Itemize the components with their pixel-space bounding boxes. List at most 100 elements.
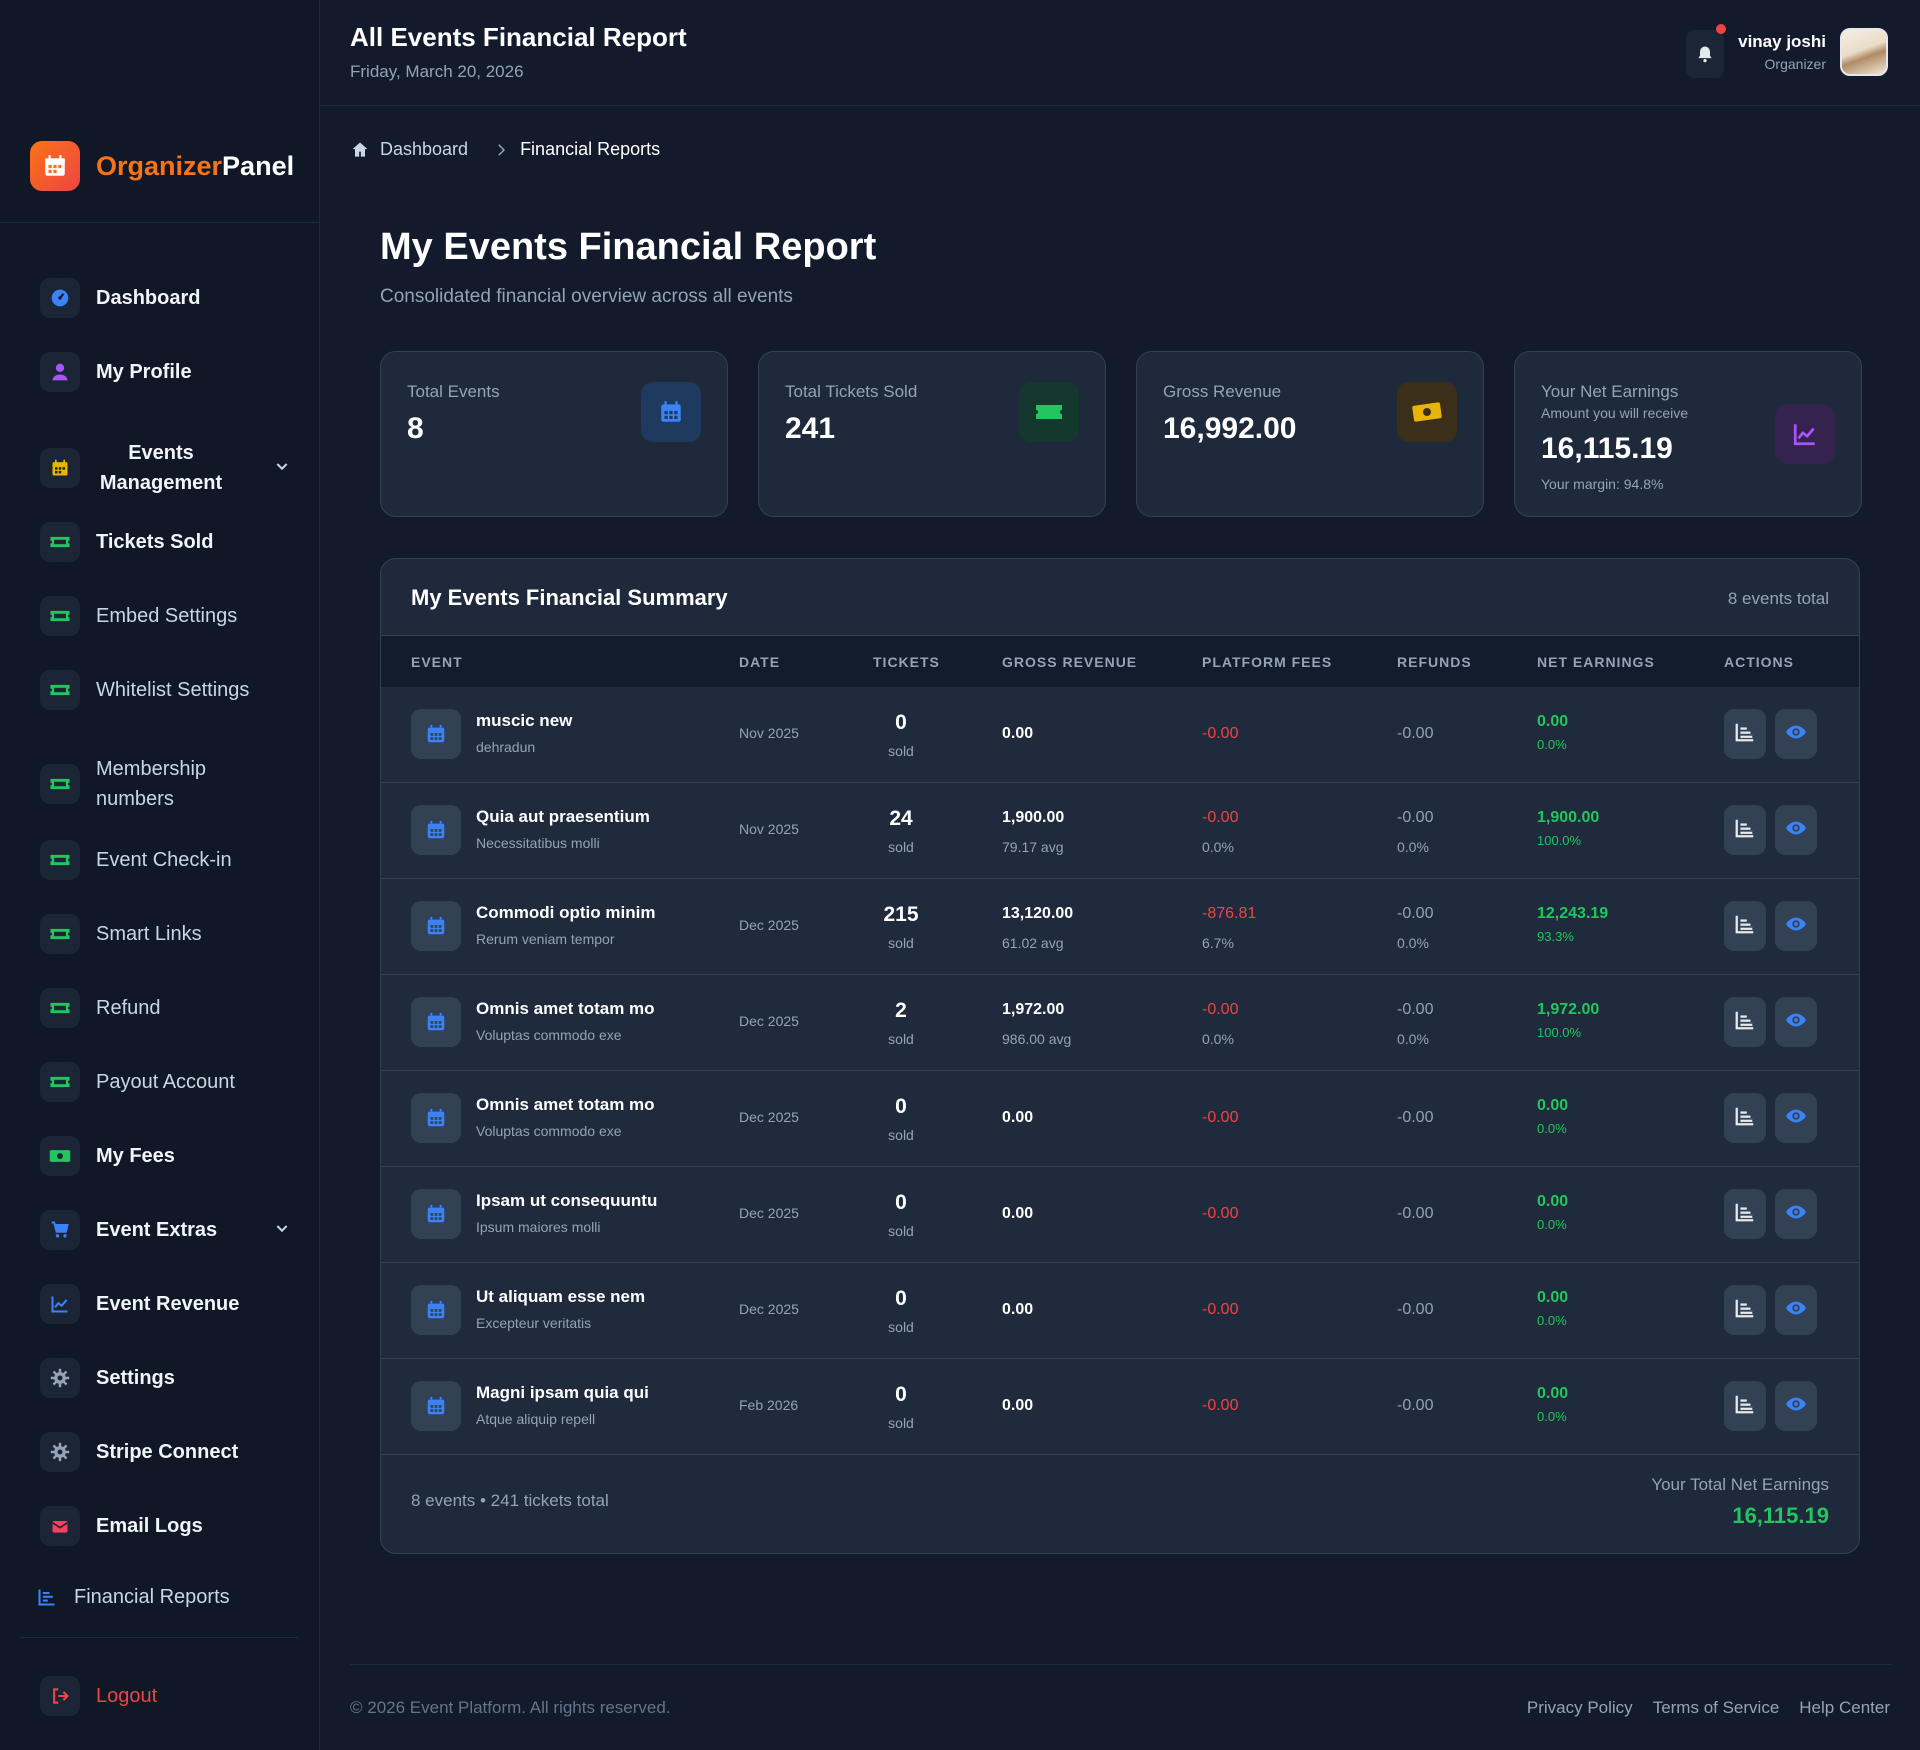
footer-links: Privacy Policy Terms of Service Help Cen…	[1527, 1698, 1890, 1718]
calendar-icon	[411, 709, 461, 759]
platform-fees: -0.00	[1202, 809, 1239, 826]
brand-logo[interactable]: OrganizerPanel	[30, 141, 294, 191]
sidebar-item-my-fees[interactable]: My Fees	[40, 1136, 290, 1176]
view-report-button[interactable]	[1724, 805, 1766, 855]
ticket-icon	[40, 914, 80, 954]
event-name[interactable]: Magni ipsam quia qui	[476, 1383, 649, 1402]
net-earnings: 0.00	[1537, 1193, 1569, 1210]
event-date: Nov 2025	[739, 821, 799, 837]
net-earnings-percent: 0.0%	[1537, 737, 1567, 752]
sidebar-item-label: Events Management	[99, 442, 223, 494]
tickets-count: 2	[895, 999, 907, 1022]
view-details-button[interactable]	[1775, 805, 1817, 855]
divider	[20, 1637, 298, 1638]
view-details-button[interactable]	[1775, 1285, 1817, 1335]
view-details-button[interactable]	[1775, 901, 1817, 951]
ticket-icon	[40, 1062, 80, 1102]
sidebar-item-tickets-sold[interactable]: Tickets Sold	[40, 522, 290, 562]
bar-chart-icon	[1734, 721, 1756, 748]
eye-icon	[1784, 1393, 1808, 1420]
stat-label: Gross Revenue	[1163, 382, 1282, 401]
sidebar-item-payout-account[interactable]: Payout Account	[40, 1062, 290, 1102]
view-details-button[interactable]	[1775, 1189, 1817, 1239]
user-name[interactable]: vinay joshi	[1738, 32, 1826, 51]
chevron-down-icon[interactable]	[274, 458, 290, 479]
column-header: TICKETS	[873, 654, 940, 670]
view-report-button[interactable]	[1724, 901, 1766, 951]
sidebar-item-event-revenue[interactable]: Event Revenue	[40, 1284, 290, 1324]
breadcrumb-home[interactable]: Dashboard	[350, 139, 468, 160]
tickets-sold-label: sold	[888, 839, 914, 855]
top-header: All Events Financial Report Friday, Marc…	[320, 0, 1920, 106]
event-location: Voluptas commodo exe	[476, 1027, 622, 1043]
eye-icon	[1784, 721, 1808, 748]
sidebar-item-email-logs[interactable]: Email Logs	[40, 1506, 290, 1546]
gear-icon	[40, 1358, 80, 1398]
sidebar-item-event-check-in[interactable]: Event Check-in	[40, 840, 290, 880]
chart-line-icon	[1775, 404, 1835, 464]
stat-card-net-earnings: Your Net Earnings Amount you will receiv…	[1514, 351, 1862, 517]
column-header: PLATFORM FEES	[1202, 654, 1333, 670]
view-details-button[interactable]	[1775, 709, 1817, 759]
view-report-button[interactable]	[1724, 1285, 1766, 1335]
sidebar-item-stripe-connect[interactable]: Stripe Connect	[40, 1432, 290, 1472]
average-price: 986.00 avg	[1002, 1031, 1072, 1047]
envelope-icon	[40, 1506, 80, 1546]
event-name[interactable]: Omnis amet totam mo	[476, 999, 655, 1018]
eye-icon	[1784, 1201, 1808, 1228]
sidebar-item-label: Stripe Connect	[96, 1441, 239, 1463]
panel-title: My Events Financial Summary	[411, 585, 728, 610]
view-report-button[interactable]	[1724, 709, 1766, 759]
view-report-button[interactable]	[1724, 1189, 1766, 1239]
refunds-percent: 0.0%	[1397, 935, 1429, 951]
page-title: My Events Financial Report	[380, 226, 877, 268]
sidebar-item-financial-reports[interactable]: Financial Reports	[36, 1577, 286, 1617]
terms-of-service-link[interactable]: Terms of Service	[1652, 1698, 1780, 1717]
sidebar-item-whitelist-settings[interactable]: Whitelist Settings	[40, 670, 290, 710]
chevron-down-icon[interactable]	[274, 1220, 290, 1241]
sidebar-item-dashboard[interactable]: Dashboard	[40, 278, 290, 318]
tickets-sold-label: sold	[888, 1415, 914, 1431]
sidebar-item-embed-settings[interactable]: Embed Settings	[40, 596, 290, 636]
platform-fees: -0.00	[1202, 1001, 1239, 1018]
event-date: Dec 2025	[739, 1301, 799, 1317]
sidebar-item-my-profile[interactable]: My Profile	[40, 352, 290, 392]
event-name[interactable]: Ut aliquam esse nem	[476, 1287, 646, 1306]
bar-chart-icon	[1734, 913, 1756, 940]
average-price: 79.17 avg	[1002, 839, 1064, 855]
stat-value: 16,992.00	[1163, 412, 1297, 445]
event-name[interactable]: muscic new	[476, 711, 573, 730]
logout-button[interactable]: Logout	[40, 1676, 290, 1716]
event-name[interactable]: Omnis amet totam mo	[476, 1095, 655, 1114]
event-name[interactable]: Ipsam ut consequuntu	[476, 1191, 658, 1210]
event-location: dehradun	[476, 739, 536, 755]
avatar[interactable]	[1840, 28, 1888, 76]
view-details-button[interactable]	[1775, 997, 1817, 1047]
view-report-button[interactable]	[1724, 1381, 1766, 1431]
view-report-button[interactable]	[1724, 1093, 1766, 1143]
view-details-button[interactable]	[1775, 1093, 1817, 1143]
notifications-button[interactable]	[1686, 24, 1726, 78]
table-row: muscic new dehradun Nov 2025 0 sold 0.00 -0.00…	[381, 687, 1859, 783]
ticket-icon	[40, 988, 80, 1028]
sidebar-item-settings[interactable]: Settings	[40, 1358, 290, 1398]
privacy-policy-link[interactable]: Privacy Policy	[1526, 1698, 1633, 1717]
net-earnings: 0.00	[1537, 1385, 1569, 1402]
sidebar-item-event-extras[interactable]: Event Extras	[40, 1210, 290, 1250]
net-earnings: 0.00	[1537, 713, 1569, 730]
column-header: ACTIONS	[1724, 654, 1794, 670]
sidebar-item-membership-numbers[interactable]: Membership numbers	[40, 754, 290, 814]
sidebar-item-events-management[interactable]: Events Management	[40, 438, 290, 498]
net-earnings-percent: 93.3%	[1537, 929, 1574, 944]
help-center-link[interactable]: Help Center	[1799, 1698, 1890, 1717]
platform-fees: -0.00	[1202, 1205, 1239, 1222]
sidebar-item-smart-links[interactable]: Smart Links	[40, 914, 290, 954]
event-name[interactable]: Commodi optio minim	[476, 903, 656, 922]
sidebar-item-refund[interactable]: Refund	[40, 988, 290, 1028]
view-report-button[interactable]	[1724, 997, 1766, 1047]
platform-fees-percent: 6.7%	[1202, 935, 1234, 951]
event-name[interactable]: Quia aut praesentium	[476, 807, 650, 826]
eye-icon	[1784, 817, 1808, 844]
view-details-button[interactable]	[1775, 1381, 1817, 1431]
ticket-icon	[40, 596, 80, 636]
